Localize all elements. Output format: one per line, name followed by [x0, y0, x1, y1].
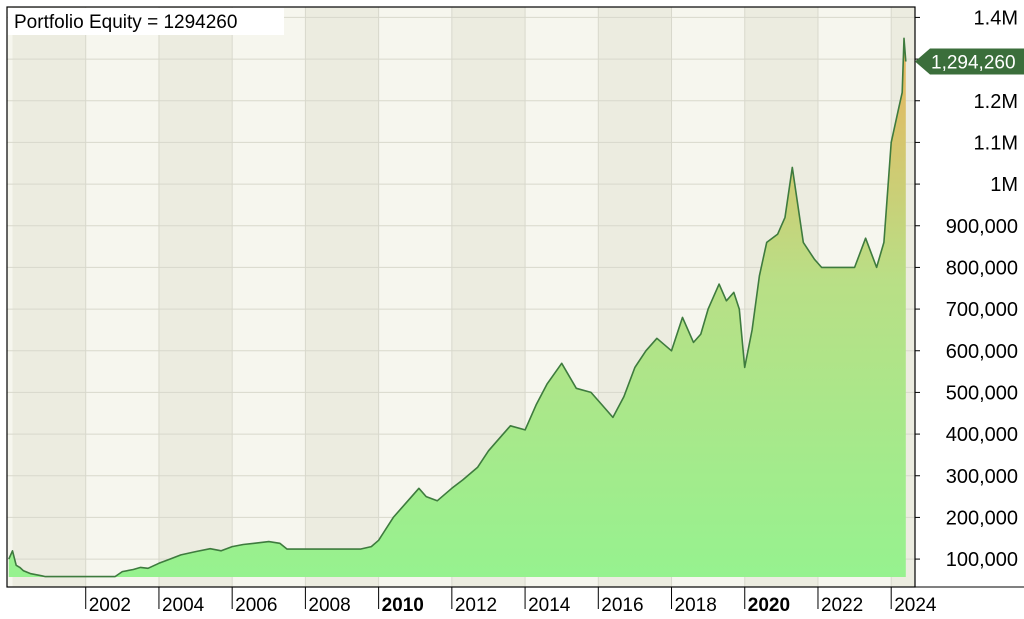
- year-bands: [7, 7, 915, 587]
- x-tick-label: 2002: [89, 595, 131, 616]
- x-tick-label: 2012: [455, 595, 497, 616]
- year-band: [12, 7, 86, 587]
- y-axis: 1.4M 1.2M 1.1M 1M 900,000 800,000 700,000 600,0…: [915, 7, 1018, 571]
- x-tick-label: 2024: [894, 595, 937, 616]
- year-band: [305, 7, 379, 587]
- equity-line: [8, 37, 907, 578]
- y-tick-label: 900,000: [946, 216, 1018, 238]
- x-tick-label: 2018: [675, 595, 717, 616]
- y-tick-label: 500,000: [946, 382, 1018, 404]
- year-band: [7, 7, 13, 587]
- x-axis: 2002 2004 2006 2008 2010 2012 2014 2016 2018 2020…: [85, 587, 937, 616]
- title-box: Portfolio Equity = 1294260: [8, 8, 284, 35]
- chart-title: Portfolio Equity = 1294260: [14, 12, 237, 33]
- y-tick-label: 400,000: [946, 424, 1018, 446]
- x-tick-label: 2006: [235, 595, 277, 616]
- last-value-label: 1,294,260: [931, 52, 1016, 73]
- x-tick-label: 2014: [528, 595, 571, 616]
- y-tick-label: 1.2M: [974, 91, 1018, 113]
- x-tick-label: 2004: [162, 595, 205, 616]
- y-tick-label: 200,000: [946, 507, 1018, 529]
- y-tick-label: 800,000: [946, 257, 1018, 279]
- y-tick-label: 300,000: [946, 466, 1018, 488]
- x-tick-label: 2022: [821, 595, 863, 616]
- y-tick-label: 1.4M: [974, 7, 1018, 29]
- x-tick-label: 2010: [382, 595, 424, 616]
- y-tick-label: 1M: [990, 174, 1018, 196]
- last-value-callout: 1,294,260: [915, 48, 1024, 75]
- x-tick-label: 2016: [601, 595, 643, 616]
- y-tick-label: 1.1M: [974, 132, 1018, 154]
- year-band: [85, 7, 159, 587]
- year-band: [158, 7, 233, 587]
- equity-area: [8, 38, 906, 578]
- x-tick-label: 2020: [748, 595, 790, 616]
- x-tick-label: 2008: [308, 595, 350, 616]
- y-tick-label: 700,000: [946, 299, 1018, 321]
- y-tick-label: 100,000: [946, 549, 1018, 571]
- year-band: [378, 7, 452, 587]
- y-tick-label: 600,000: [946, 341, 1018, 363]
- year-band: [232, 7, 306, 587]
